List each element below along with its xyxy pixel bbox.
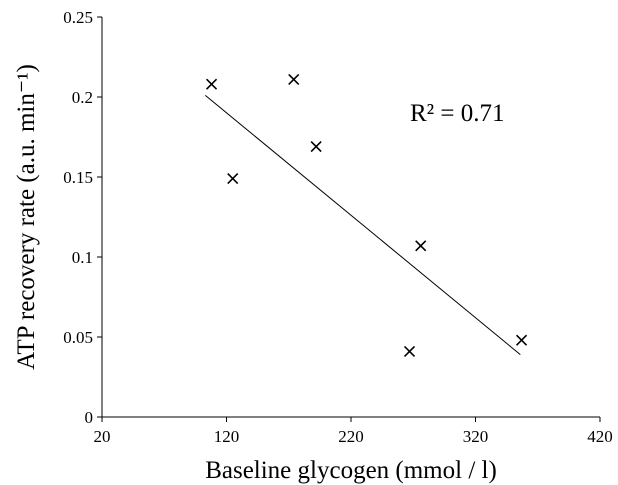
annotation: R² = 0.71 <box>410 100 505 127</box>
y-tick-label: 0.15 <box>63 168 93 187</box>
y-tick-label: 0.1 <box>72 248 93 267</box>
x-tick-label: 320 <box>463 427 489 446</box>
y-tick-label: 0 <box>85 408 94 427</box>
point <box>403 345 416 357</box>
trendline <box>205 95 521 355</box>
y-tick-label: 0.25 <box>63 8 93 27</box>
point <box>415 240 427 252</box>
y-tick-label: 0.2 <box>72 88 93 107</box>
point <box>515 334 528 346</box>
x-tick-label: 420 <box>587 427 613 446</box>
y-tick-label: 0.05 <box>63 328 93 347</box>
point <box>288 73 300 85</box>
point <box>205 78 218 90</box>
y-axis-label: ATP recovery rate (a.u. min⁻¹) <box>13 64 40 370</box>
point <box>310 141 322 153</box>
x-tick-label: 120 <box>214 427 240 446</box>
x-tick-label: 20 <box>94 427 111 446</box>
point <box>227 173 239 185</box>
x-tick-label: 220 <box>338 427 364 446</box>
x-axis-label: Baseline glycogen (mmol / l) <box>205 457 497 484</box>
